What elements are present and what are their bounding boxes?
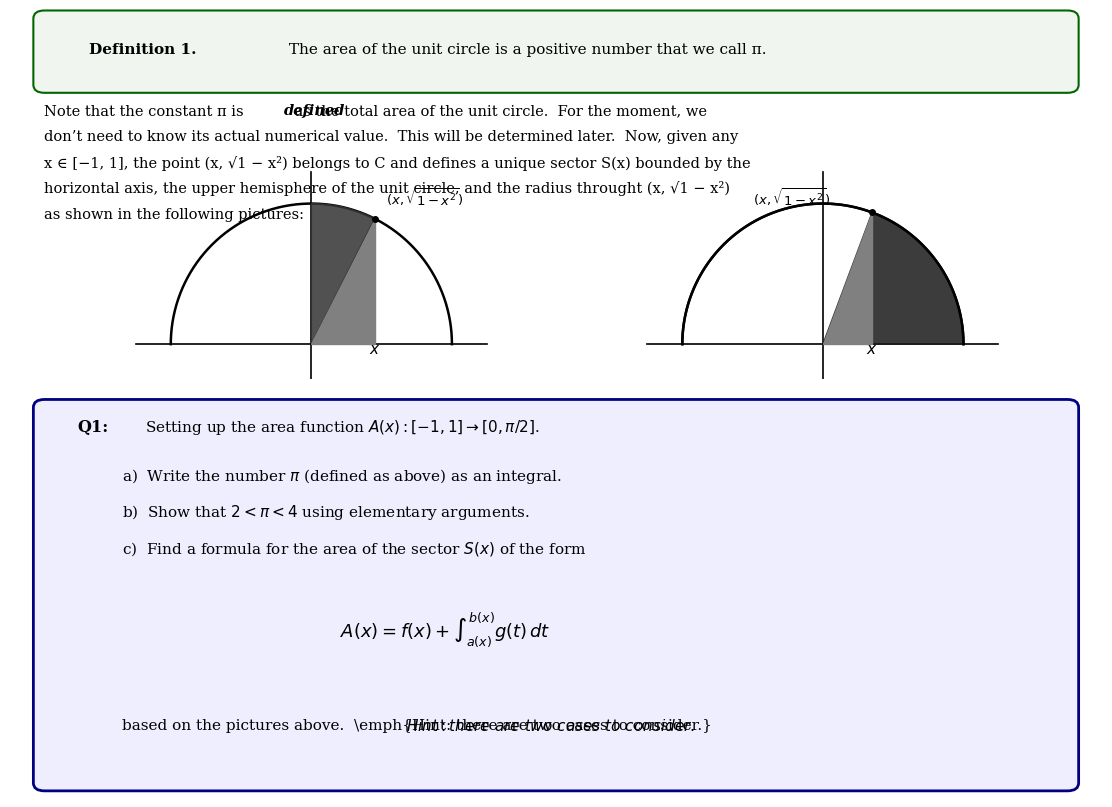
Text: The area of the unit circle is a positive number that we call π.: The area of the unit circle is a positiv… bbox=[284, 43, 766, 57]
Polygon shape bbox=[311, 219, 375, 344]
Text: $\it{Hint: there\ are\ two\ cases\ to\ consider.}$: $\it{Hint: there\ are\ two\ cases\ to\ c… bbox=[406, 718, 695, 734]
Polygon shape bbox=[823, 212, 963, 344]
FancyBboxPatch shape bbox=[33, 399, 1079, 791]
Text: defined: defined bbox=[284, 104, 345, 119]
Text: horizontal axis, the upper hemisphere of the unit circle, and the radius through: horizontal axis, the upper hemisphere of… bbox=[44, 182, 731, 196]
Text: c)  Find a formula for the area of the sector $S(x)$ of the form: c) Find a formula for the area of the se… bbox=[122, 540, 587, 558]
Text: Q1:: Q1: bbox=[78, 419, 109, 437]
Text: a)  Write the number $\pi$ (defined as above) as an integral.: a) Write the number $\pi$ (defined as ab… bbox=[122, 466, 563, 486]
Text: Note that the constant π is           as the total area of the unit circle.  For: Note that the constant π is as the total… bbox=[44, 104, 707, 119]
Text: $A(x) = f(x) + \int_{a(x)}^{b(x)} g(t)\, dt$: $A(x) = f(x) + \int_{a(x)}^{b(x)} g(t)\,… bbox=[339, 610, 550, 649]
FancyBboxPatch shape bbox=[33, 10, 1079, 93]
Text: $x$: $x$ bbox=[369, 343, 380, 357]
Text: $(x,\sqrt{1-x^2})$: $(x,\sqrt{1-x^2})$ bbox=[753, 186, 830, 208]
Polygon shape bbox=[311, 203, 375, 344]
Polygon shape bbox=[823, 212, 872, 344]
Text: Definition 1.: Definition 1. bbox=[89, 43, 197, 57]
Text: based on the pictures above.  \emph{Hint: there are two cases to consider.}: based on the pictures above. \emph{Hint:… bbox=[122, 719, 712, 734]
Text: $x$: $x$ bbox=[866, 343, 877, 357]
Text: as shown in the following pictures:: as shown in the following pictures: bbox=[44, 207, 305, 222]
Text: don’t need to know its actual numerical value.  This will be determined later.  : don’t need to know its actual numerical … bbox=[44, 130, 738, 144]
Text: $(x, \sqrt{1-x^2})$: $(x, \sqrt{1-x^2})$ bbox=[386, 186, 463, 207]
Text: Setting up the area function $A(x) : [-1,1] \rightarrow [0, \pi/2]$.: Setting up the area function $A(x) : [-1… bbox=[145, 418, 539, 437]
Text: b)  Show that $2 < \pi < 4$ using elementary arguments.: b) Show that $2 < \pi < 4$ using element… bbox=[122, 503, 529, 522]
Text: x ∈ [−1, 1], the point (x, √1 − x²) belongs to C and defines a unique sector S(x: x ∈ [−1, 1], the point (x, √1 − x²) belo… bbox=[44, 156, 751, 170]
